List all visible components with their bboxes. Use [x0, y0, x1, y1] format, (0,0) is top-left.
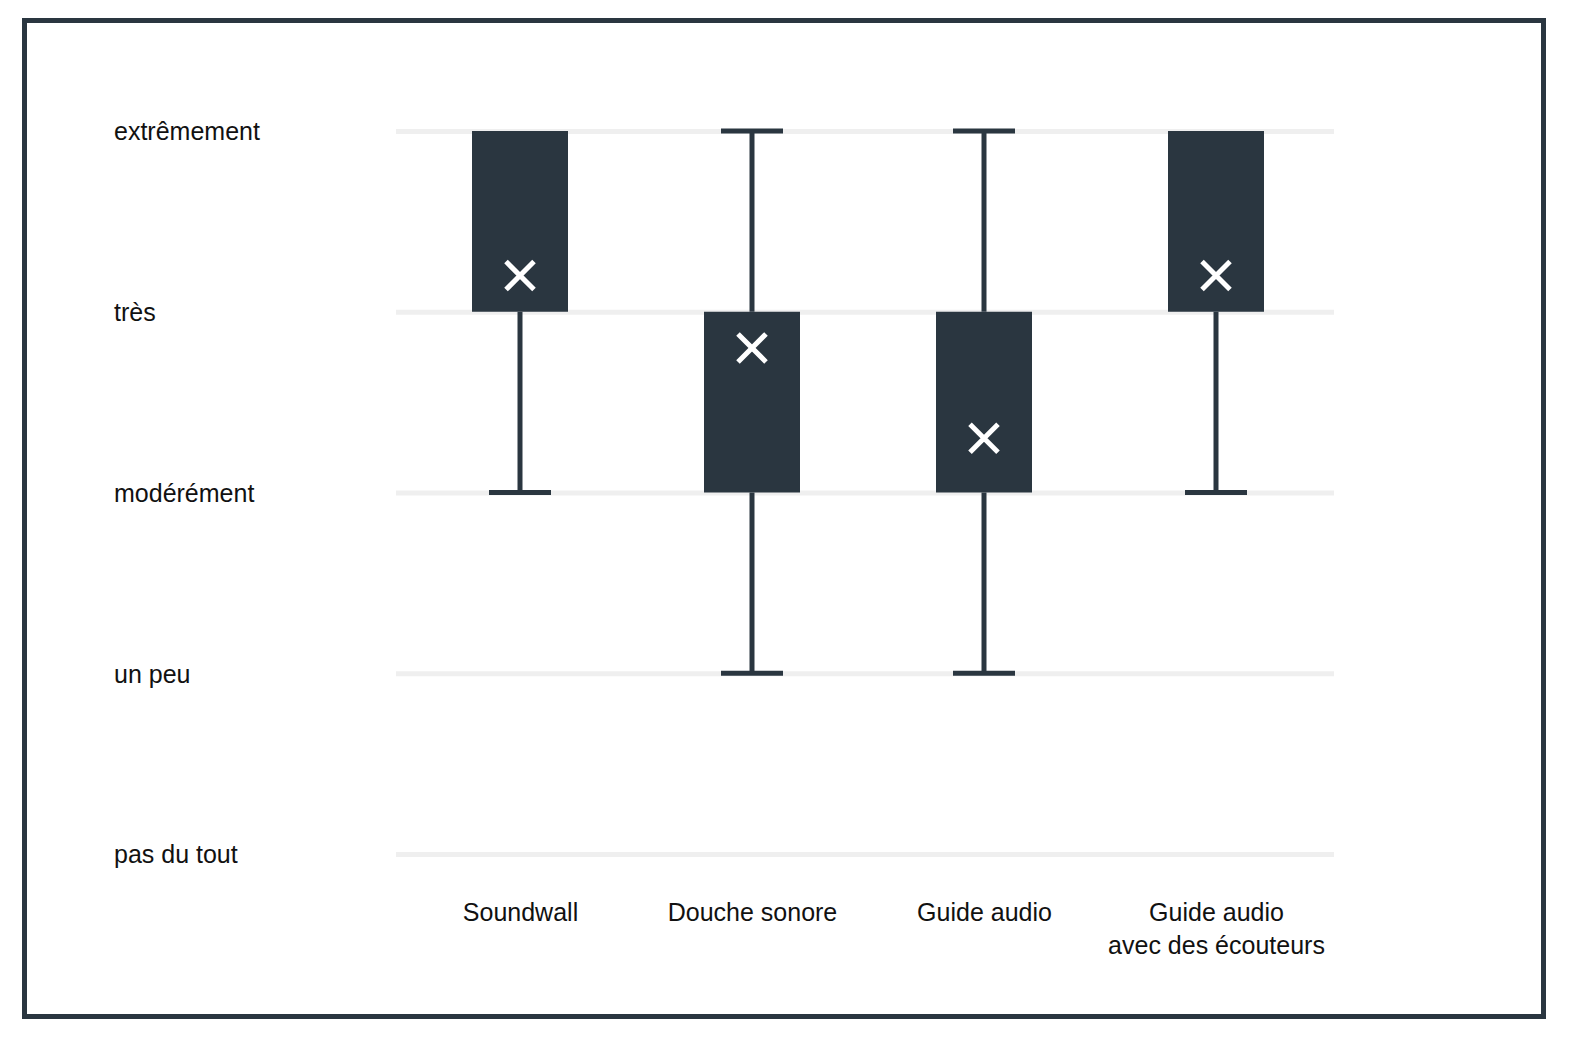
chart: pas du tout un peu modérément très extrêmeme… — [0, 0, 1579, 1050]
x-tick-label: Guide audio — [917, 898, 1052, 926]
whisker-cap — [489, 490, 551, 495]
y-tick-label: pas du tout — [114, 840, 238, 868]
whisker — [518, 312, 523, 493]
whisker-cap — [1185, 490, 1247, 495]
mean-marker — [506, 262, 534, 290]
y-axis-line — [397, 132, 1335, 855]
box — [472, 131, 568, 312]
x-tick-label: Soundwall — [463, 898, 578, 926]
whisker — [750, 493, 755, 674]
grid-line — [396, 491, 1334, 496]
y-tick-label: extrêmement — [114, 117, 260, 145]
x-tick: Guide audioavec des écouteurs — [1108, 854, 1325, 959]
box — [704, 312, 800, 493]
x-tick-label: Douche sonore — [668, 898, 838, 926]
mean-marker — [970, 424, 998, 452]
x-tick: Guide audio — [917, 854, 1052, 926]
y-tick-label: un peu — [114, 660, 190, 688]
box-plot — [936, 131, 1032, 673]
mean-marker — [1202, 262, 1230, 290]
box-plot — [704, 131, 800, 673]
y-tick-label: très — [114, 298, 156, 326]
y-tick: pas du tout — [114, 840, 1334, 868]
whisker-cap — [953, 129, 1015, 134]
whisker — [1214, 312, 1219, 493]
box-plot — [472, 131, 568, 493]
frame — [25, 21, 1544, 1017]
x-tick: Douche sonore — [668, 854, 838, 926]
grid-line — [396, 852, 1334, 857]
mean-marker — [738, 334, 766, 362]
whisker — [750, 131, 755, 312]
y-axis: pas du tout un peu modérément très extrêmeme… — [114, 117, 1334, 868]
x-axis-line — [521, 854, 1217, 855]
whisker — [982, 131, 987, 312]
plot-area — [472, 131, 1264, 673]
y-tick-label: modérément — [114, 479, 254, 507]
whisker-cap — [721, 671, 783, 676]
x-axis: Soundwall Douche sonore Guide audio Guide a… — [463, 854, 1325, 959]
whisker-cap — [721, 129, 783, 134]
x-tick: Soundwall — [463, 854, 578, 926]
box — [936, 312, 1032, 493]
box-plot — [1168, 131, 1264, 493]
grid-line — [396, 671, 1334, 676]
whisker-cap — [953, 671, 1015, 676]
y-tick: extrêmement — [114, 117, 1334, 145]
x-tick-label: Guide audioavec des écouteurs — [1108, 898, 1325, 959]
box — [1168, 131, 1264, 312]
y-tick: un peu — [114, 660, 1334, 688]
whisker — [982, 493, 987, 674]
